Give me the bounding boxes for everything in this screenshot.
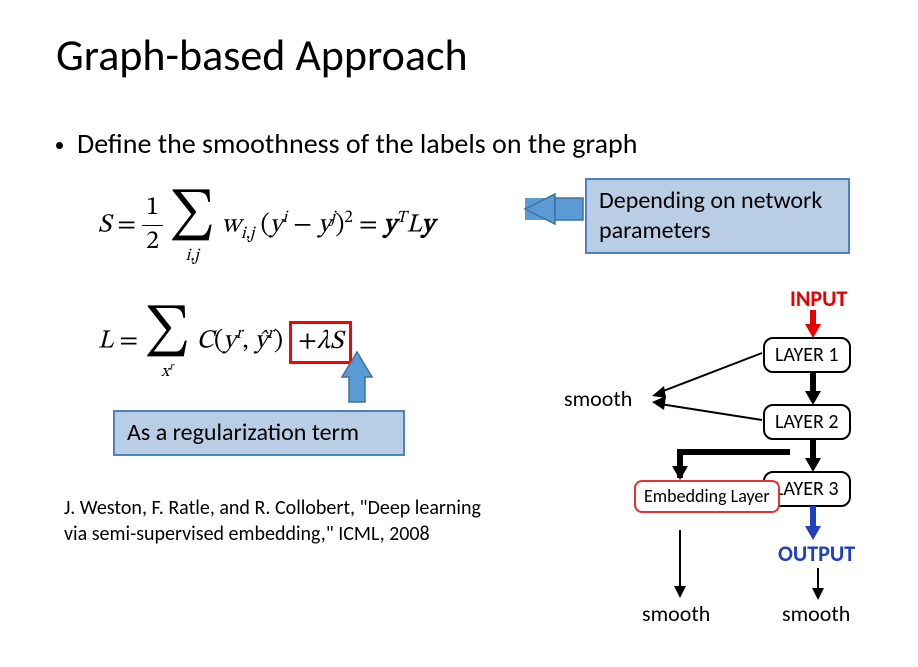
slide: Graph-based Approach Define the smoothne… — [0, 0, 918, 667]
diagram-arrows — [0, 0, 918, 667]
